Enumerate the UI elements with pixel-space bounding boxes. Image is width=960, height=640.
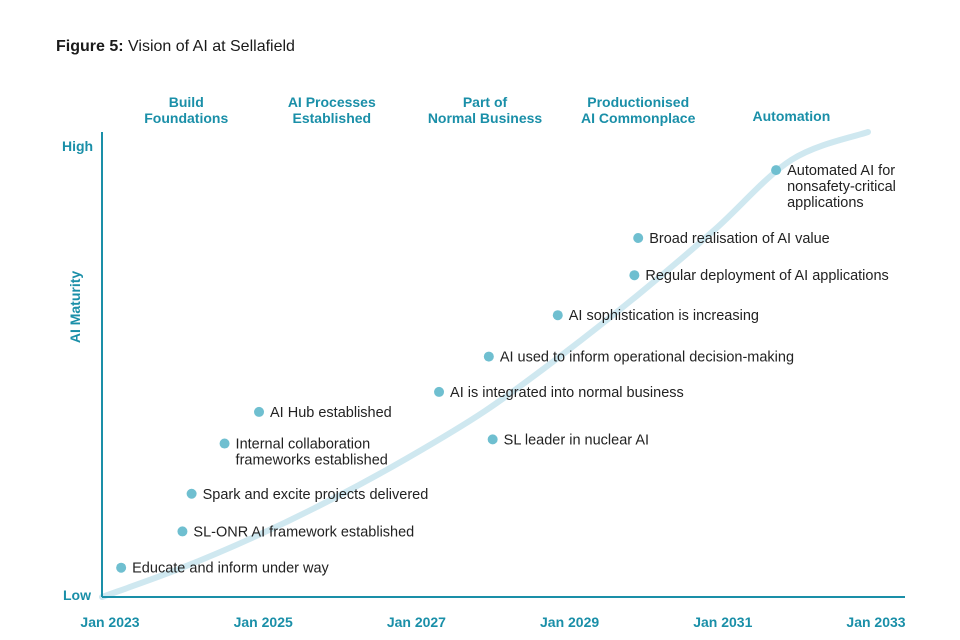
- milestone-dot: [434, 386, 445, 397]
- milestone-dot: [254, 406, 265, 417]
- phase-label: Part of: [463, 94, 508, 110]
- milestone-label: nonsafety-critical: [787, 179, 896, 195]
- y-axis-label: AI Maturity: [67, 271, 83, 344]
- phase-label: AI Processes: [288, 94, 376, 110]
- milestone-dot: [487, 434, 498, 445]
- phase-label: AI Commonplace: [581, 110, 696, 126]
- x-tick-label: Jan 2023: [80, 614, 139, 630]
- milestone-dot: [629, 270, 640, 281]
- phase-label: Build: [169, 94, 204, 110]
- phase-label: Foundations: [144, 110, 228, 126]
- milestone-label: AI sophistication is increasing: [569, 308, 759, 324]
- x-tick-label: Jan 2025: [234, 614, 293, 630]
- milestone-label: Regular deployment of AI applications: [645, 268, 888, 284]
- milestone-dot: [633, 233, 644, 244]
- milestone-dot: [186, 488, 197, 499]
- milestone-label: AI Hub established: [270, 405, 392, 421]
- x-tick-label: Jan 2031: [693, 614, 752, 630]
- milestone-label: SL leader in nuclear AI: [504, 432, 649, 448]
- phase-label: Normal Business: [428, 110, 543, 126]
- milestone-dot: [771, 165, 782, 176]
- milestone-dot: [116, 562, 127, 573]
- x-tick-label: Jan 2029: [540, 614, 599, 630]
- milestone-label: Broad realisation of AI value: [649, 231, 830, 247]
- milestone-dot: [552, 310, 563, 321]
- milestone-dot: [177, 526, 188, 537]
- phase-label: Established: [293, 110, 372, 126]
- milestone-label: Automated AI for: [787, 163, 895, 179]
- y-tick-low: Low: [63, 587, 91, 603]
- phase-label: Productionised: [587, 94, 689, 110]
- milestone-label: frameworks established: [236, 453, 388, 469]
- milestone-label: Spark and excite projects delivered: [203, 487, 429, 503]
- figure-label: Figure 5:: [56, 38, 124, 55]
- milestone-label: SL-ONR AI framework established: [193, 524, 414, 540]
- trend-curve: [99, 129, 871, 600]
- figure-title: Figure 5: Vision of AI at Sellafield: [56, 38, 295, 56]
- phase-label: Automation: [753, 108, 831, 124]
- x-tick-label: Jan 2027: [387, 614, 446, 630]
- milestone-dot: [483, 351, 494, 362]
- milestone-label: Internal collaboration: [236, 437, 371, 453]
- milestone-dot: [219, 438, 230, 449]
- milestone-label: applications: [787, 195, 864, 211]
- milestone-label: AI used to inform operational decision-m…: [500, 350, 794, 366]
- y-tick-high: High: [62, 138, 93, 154]
- milestone-label: Educate and inform under way: [132, 561, 329, 577]
- x-tick-label: Jan 2033: [846, 614, 905, 630]
- figure-title-text: Vision of AI at Sellafield: [128, 38, 295, 55]
- milestone-label: AI is integrated into normal business: [450, 385, 684, 401]
